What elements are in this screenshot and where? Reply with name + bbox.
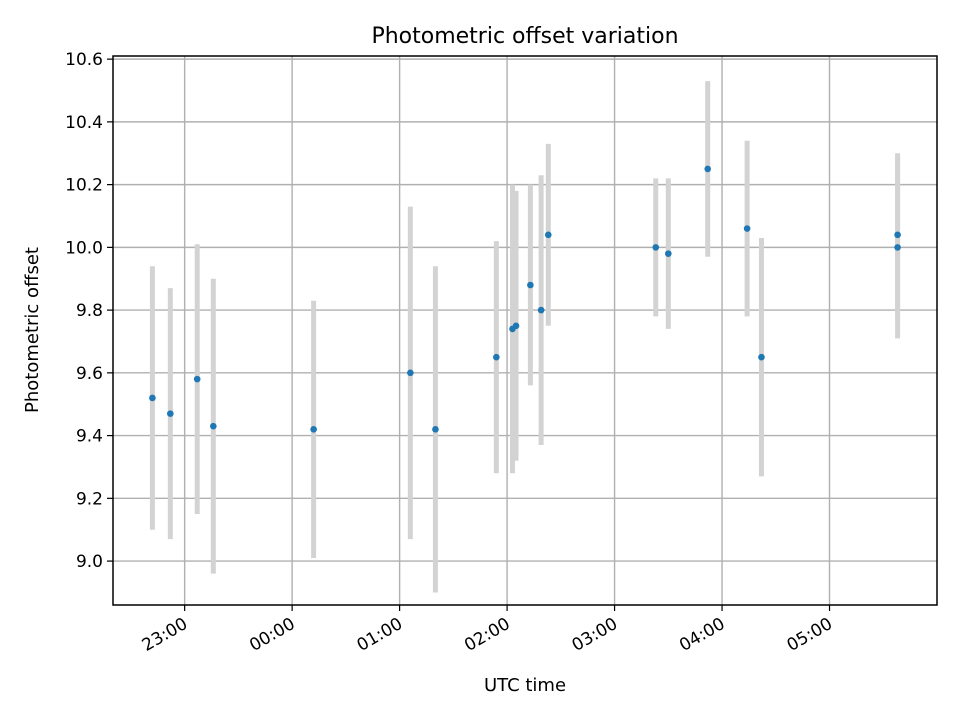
plot-frame xyxy=(112,55,938,606)
data-point xyxy=(527,281,534,289)
y-tick-label: 9.8 xyxy=(76,301,103,321)
y-axis-label: Photometric offset xyxy=(22,247,43,413)
data-point xyxy=(167,410,174,417)
data-point xyxy=(704,165,712,173)
x-tick-label: 23:00 xyxy=(139,614,191,656)
y-tick-label: 10.2 xyxy=(65,176,103,196)
data-point xyxy=(512,322,520,330)
x-tick-label: 01:00 xyxy=(354,614,406,656)
data-point xyxy=(665,250,672,257)
grid xyxy=(113,56,937,605)
x-axis-ticks: 23:00 00:00 01:00 02:00 03:00 04:00 05:00 xyxy=(139,605,836,656)
x-tick-label: 04:00 xyxy=(676,614,728,656)
y-axis-ticks: 9.0 9.2 9.4 9.6 9.8 10.0 10.2 10.4 10.6 xyxy=(65,50,113,572)
data-point xyxy=(210,422,217,430)
data-point xyxy=(652,244,660,251)
data-point xyxy=(743,225,751,232)
data-point xyxy=(537,306,545,314)
data-point xyxy=(407,369,414,377)
y-tick-label: 9.4 xyxy=(76,427,103,447)
data-point xyxy=(758,353,765,361)
y-tick-label: 10.6 xyxy=(65,50,103,70)
data-point xyxy=(149,394,156,402)
data-point xyxy=(493,353,500,361)
y-tick-label: 9.2 xyxy=(76,489,103,509)
y-tick-label: 9.6 xyxy=(76,364,103,384)
data-point xyxy=(193,375,201,383)
error-bars xyxy=(149,81,901,593)
y-tick-label: 10.4 xyxy=(65,113,103,133)
y-tick-label: 9.0 xyxy=(76,552,103,572)
data-points xyxy=(149,165,901,433)
data-point xyxy=(432,426,439,433)
x-tick-label: 00:00 xyxy=(246,614,298,656)
x-tick-label: 03:00 xyxy=(569,614,621,656)
data-point xyxy=(310,426,317,433)
y-tick-label: 10.0 xyxy=(65,238,103,258)
x-tick-label: 05:00 xyxy=(784,614,836,656)
x-tick-label: 02:00 xyxy=(461,614,513,656)
x-axis-label: UTC time xyxy=(484,675,566,696)
data-point xyxy=(544,231,552,239)
data-point xyxy=(894,244,901,251)
chart-title: Photometric offset variation xyxy=(371,24,678,49)
data-point xyxy=(894,231,901,239)
